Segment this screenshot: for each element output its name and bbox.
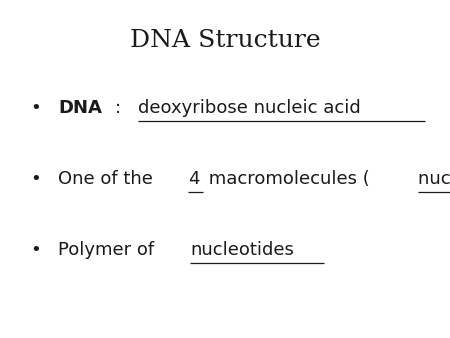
Text: nucleic acid: nucleic acid (418, 170, 450, 188)
Text: 4: 4 (189, 170, 200, 188)
Text: DNA Structure: DNA Structure (130, 29, 320, 52)
Text: Polymer of: Polymer of (58, 241, 160, 259)
Text: deoxyribose nucleic acid: deoxyribose nucleic acid (138, 99, 360, 117)
Text: DNA: DNA (58, 99, 103, 117)
Text: :: : (115, 99, 133, 117)
Text: •: • (31, 170, 41, 188)
Text: •: • (31, 241, 41, 259)
Text: macromolecules (: macromolecules ( (203, 170, 370, 188)
Text: One of the: One of the (58, 170, 159, 188)
Text: nucleotides: nucleotides (190, 241, 294, 259)
Text: •: • (31, 99, 41, 117)
